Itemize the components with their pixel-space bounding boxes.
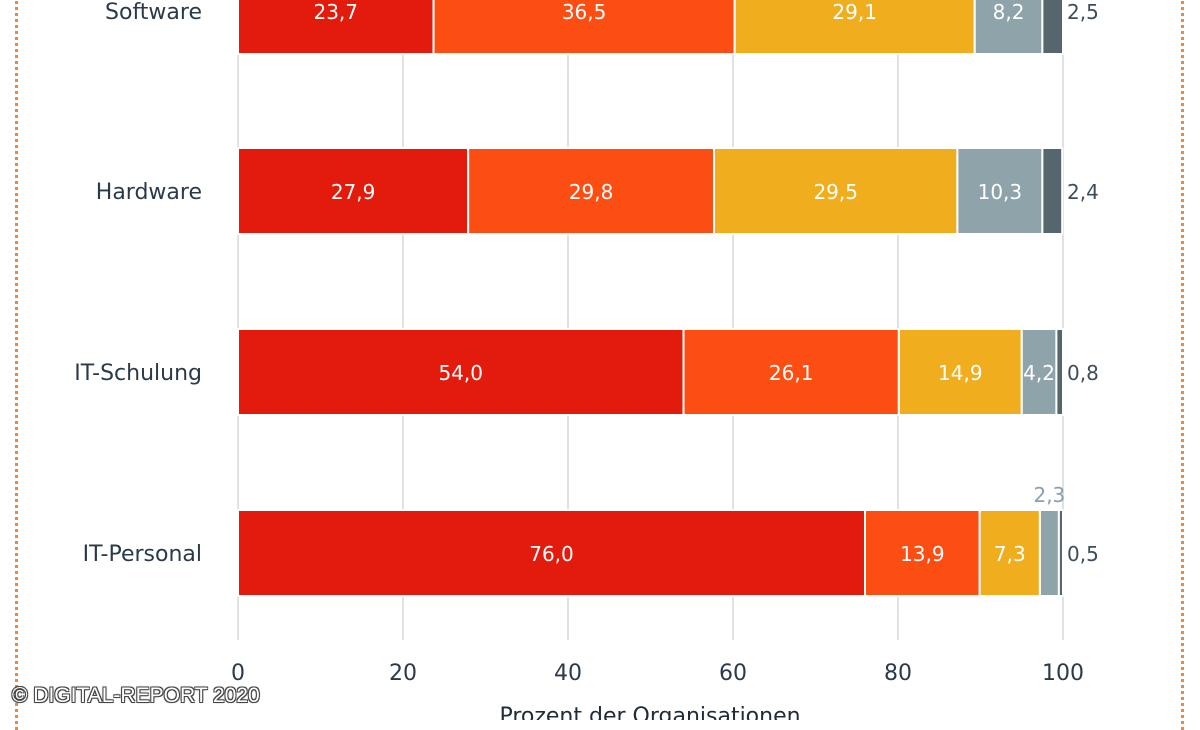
x-axis-label: Prozent der Organisationen	[499, 704, 800, 720]
value-label-software-series-4: 8,2	[993, 0, 1025, 24]
dotted-border-left	[15, 0, 18, 730]
x-axis-ticks: 0 20 40 60 80 100	[231, 661, 1084, 686]
value-label-it-schulung-series-3: 14,9	[938, 361, 983, 385]
bar-software-series-5	[1041, 0, 1064, 55]
bar-it-schulung-series-5	[1055, 328, 1065, 416]
value-label-software-series-3: 29,1	[832, 0, 877, 24]
value-label-hardware-series-3: 29,5	[813, 180, 858, 204]
value-label-hardware-series-2: 29,8	[569, 180, 614, 204]
value-label-hardware-series-1: 27,9	[331, 180, 376, 204]
x-tick-label-60: 60	[719, 661, 747, 686]
bar-software-series-2	[432, 0, 736, 55]
value-label-it-schulung-series-4: 4,2	[1023, 361, 1055, 385]
value-label-software-series-5: 2,5	[1067, 0, 1099, 24]
value-label-hardware-series-5: 2,4	[1067, 180, 1099, 204]
value-label-it-schulung-series-5: 0,8	[1067, 361, 1099, 385]
value-label-it-personal-series-1: 76,0	[529, 542, 574, 566]
bar-hardware-series-5	[1041, 147, 1064, 235]
bar-it-schulung-series-2	[682, 328, 900, 416]
category-label-software: Software	[105, 0, 202, 25]
x-tick-label-20: 20	[389, 661, 417, 686]
bars: 23,7 36,5 29,1 8,2 2,5 27,9 29,8 29,5 10,3 2,4 54,…	[237, 0, 1099, 597]
bar-it-personal-series-3	[978, 509, 1041, 597]
value-label-hardware-series-4: 10,3	[978, 180, 1023, 204]
value-label-it-schulung-series-2: 26,1	[769, 361, 814, 385]
value-label-it-personal-series-3: 7,3	[994, 542, 1026, 566]
category-labels: Software Hardware IT-Schulung IT-Personal	[74, 0, 202, 567]
value-label-it-personal-series-4: 2,3	[1033, 483, 1065, 507]
bar-it-personal-series-2	[864, 509, 981, 597]
x-tick-label-40: 40	[554, 661, 582, 686]
x-tick-label-100: 100	[1042, 661, 1084, 686]
category-label-hardware: Hardware	[96, 180, 202, 205]
value-label-software-series-2: 36,5	[562, 0, 607, 24]
x-tick-label-0: 0	[231, 661, 245, 686]
x-tick-label-80: 80	[884, 661, 912, 686]
bar-hardware-series-1	[237, 147, 470, 235]
value-label-it-personal-series-5: 0,5	[1067, 542, 1099, 566]
bar-it-schulung-series-1	[237, 328, 685, 416]
category-label-it-schulung: IT-Schulung	[74, 361, 202, 386]
value-label-software-series-1: 23,7	[313, 0, 358, 24]
bar-it-personal-series-1	[237, 509, 866, 597]
bar-software-series-4	[973, 0, 1044, 55]
copyright-notice: © DIGITAL-REPORT 2020	[12, 684, 260, 707]
bar-it-personal-series-4	[1038, 509, 1060, 597]
value-label-it-schulung-series-1: 54,0	[438, 361, 483, 385]
value-label-it-personal-series-2: 13,9	[900, 542, 945, 566]
bar-hardware-series-4	[956, 147, 1044, 235]
dotted-border-right	[1181, 0, 1184, 730]
bar-it-personal-series-5	[1057, 509, 1064, 597]
category-label-it-personal: IT-Personal	[83, 542, 202, 567]
